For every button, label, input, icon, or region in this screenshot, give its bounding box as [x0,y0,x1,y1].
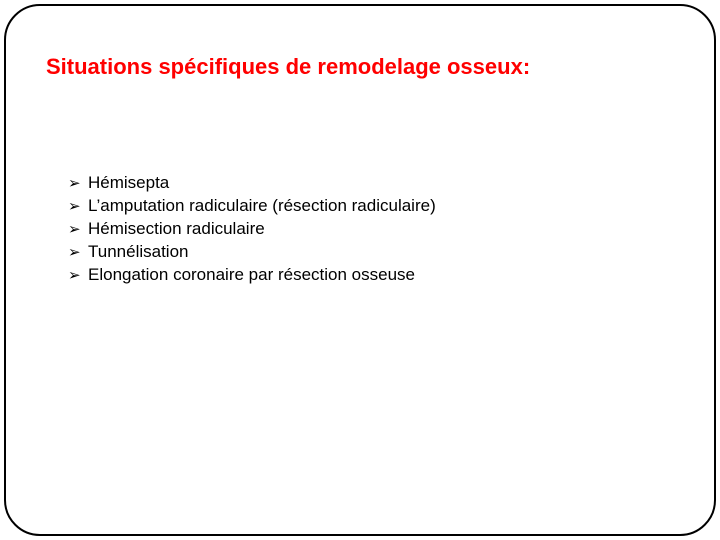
list-item-text: Tunnélisation [88,242,189,261]
list-item: ➢ L’amputation radiculaire (résection ra… [68,195,674,218]
bullet-icon: ➢ [68,243,81,263]
list-item: ➢ Tunnélisation [68,241,674,264]
bullet-icon: ➢ [68,266,81,286]
list-item-text: Elongation coronaire par résection osseu… [88,265,415,284]
slide-title: Situations spécifiques de remodelage oss… [46,54,674,80]
bullet-icon: ➢ [68,220,81,240]
bullet-list: ➢ Hémisepta ➢ L’amputation radiculaire (… [46,172,674,287]
bullet-icon: ➢ [68,197,81,217]
list-item: ➢ Elongation coronaire par résection oss… [68,264,674,287]
list-item-text: Hémisection radiculaire [88,219,265,238]
bullet-icon: ➢ [68,174,81,194]
list-item: ➢ Hémisection radiculaire [68,218,674,241]
slide-frame: Situations spécifiques de remodelage oss… [4,4,716,536]
list-item: ➢ Hémisepta [68,172,674,195]
list-item-text: Hémisepta [88,173,169,192]
list-item-text: L’amputation radiculaire (résection radi… [88,196,436,215]
